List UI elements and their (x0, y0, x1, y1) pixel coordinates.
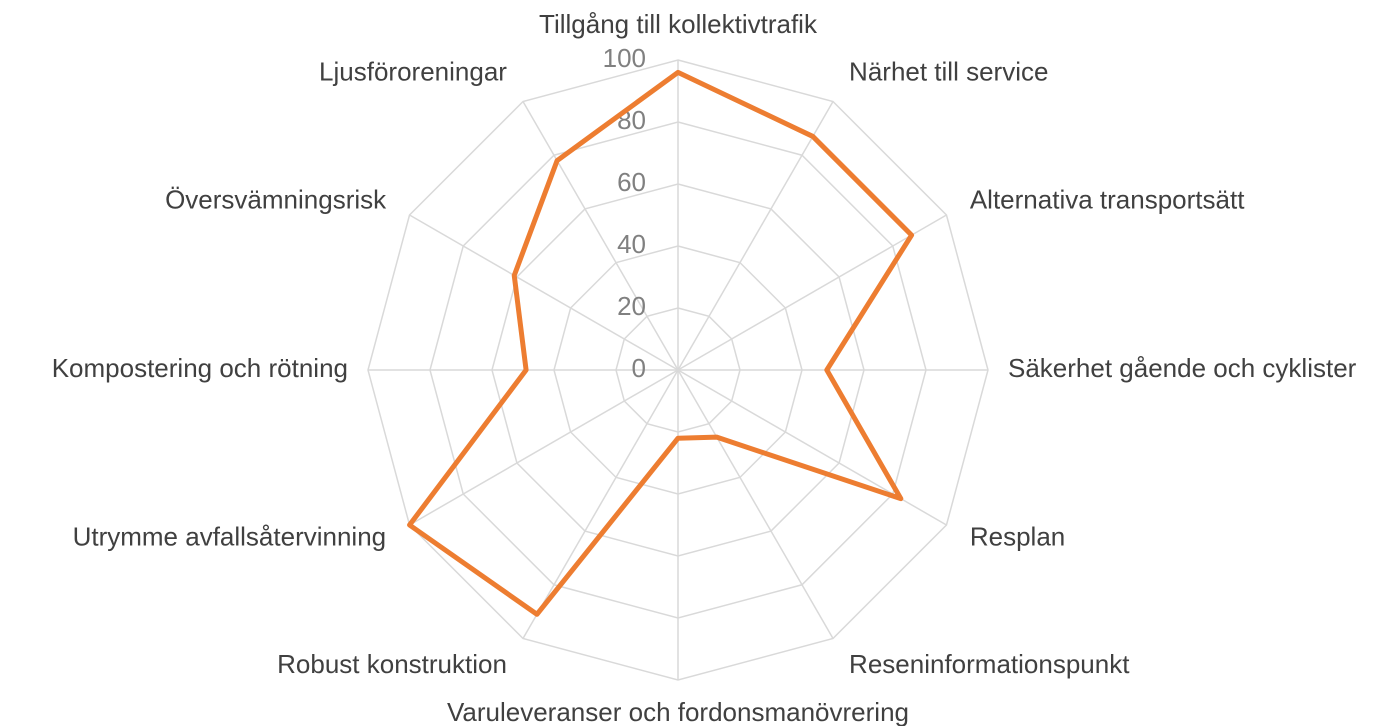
category-label: Varuleveranser och fordonsmanövrering (447, 697, 909, 726)
spoke (677, 214, 947, 371)
grid-ring (429, 121, 927, 619)
category-label: Resplan (970, 521, 1065, 551)
category-label: Översvämningsrisk (165, 184, 387, 214)
spoke (677, 101, 834, 371)
grid-ring (367, 59, 989, 681)
y-tick-label: 100 (603, 43, 646, 73)
category-label: Utrymme avfallsåtervinning (73, 521, 387, 551)
category-label: Kompostering och rötning (52, 353, 348, 383)
category-label: Säkerhet gående och cyklister (1008, 353, 1357, 383)
y-tick-label: 0 (632, 353, 646, 383)
y-tick-label: 80 (617, 105, 646, 135)
spoke (677, 369, 834, 639)
y-tick-label: 60 (617, 167, 646, 197)
spoke (522, 369, 679, 639)
spoke (409, 369, 679, 526)
grid-ring (553, 245, 803, 495)
y-tick-label: 40 (617, 229, 646, 259)
spoke (677, 369, 947, 526)
category-label: Närhet till service (849, 57, 1048, 87)
series-line (407, 69, 915, 617)
category-label: Robust konstruktion (277, 649, 507, 679)
spoke (409, 214, 679, 371)
y-tick-label: 20 (617, 291, 646, 321)
grid-ring (615, 307, 741, 433)
spoke (522, 101, 679, 371)
category-label: Ljusföroreningar (319, 57, 507, 87)
category-label: Reseninformationspunkt (849, 649, 1130, 679)
category-label: Tillgång till kollektivtrafik (539, 9, 818, 39)
category-label: Alternativa transportsätt (970, 184, 1245, 214)
